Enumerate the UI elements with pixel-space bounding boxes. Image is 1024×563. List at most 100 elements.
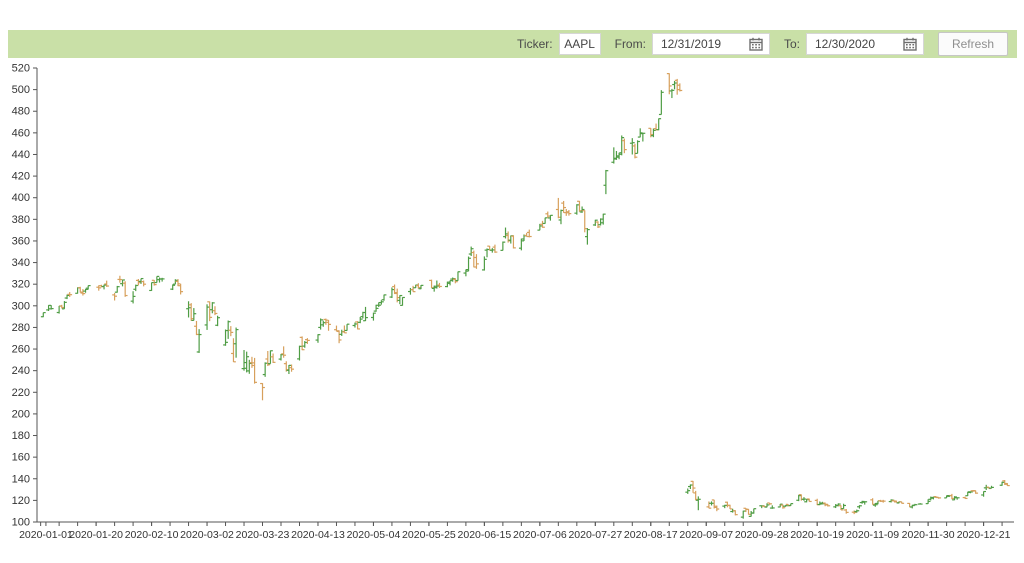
ohlc-bar [466,256,471,272]
ohlc-bar [468,246,474,256]
ohlc-bar [270,353,276,363]
ohlc-bar [67,292,73,297]
ohlc-bar [820,501,825,505]
ohlc-bar [194,320,199,336]
ohlc-bar [804,499,810,503]
ohlc-bar [672,80,677,90]
ohlc-bar [265,350,271,367]
ohlc-bar [231,338,236,363]
svg-text:440: 440 [12,149,30,161]
ohlc-bar [540,220,545,228]
ohlc-bar [141,280,147,287]
ohlc-bar [223,329,228,346]
ohlc-bar [471,250,477,268]
ohlc-bar [437,282,442,288]
ohlc-bar [114,285,120,293]
ohlc-bar [656,118,662,131]
ohlc-bar [611,147,617,164]
ohlc-bar [614,151,619,160]
ohlc-bar [999,481,1005,486]
ohlc-bar [289,364,294,372]
ohlc-bar [872,502,878,507]
ohlc-bar [59,304,65,309]
svg-text:2020-07-27: 2020-07-27 [568,529,622,541]
ohlc-bar [822,502,828,507]
ohlc-bar [925,499,931,505]
svg-text:100: 100 [12,517,30,529]
ohlc-bar [252,357,257,384]
svg-text:2020-01-20: 2020-01-20 [69,529,123,541]
ohlc-bar [545,211,551,219]
ohlc-bar [228,326,234,337]
ohlc-bar [566,210,572,216]
svg-text:460: 460 [12,127,30,139]
ohlc-bar [339,329,345,336]
ohlc-bar [492,244,498,253]
ohlc-bar [928,496,934,501]
toolbar: Ticker: From: To: [8,30,1017,58]
refresh-button[interactable]: Refresh [937,32,1008,56]
ohlc-bar [341,325,347,334]
ohlc-bar [172,279,178,285]
ohlc-bar [669,88,675,99]
ohlc-bar [77,286,83,293]
ohlc-bar [500,241,506,251]
ohlc-bar [133,284,139,292]
ohlc-bar [801,497,807,501]
ohlc-bar [537,223,543,231]
ohlc-bar [598,218,603,226]
ohlc-bar [410,285,416,293]
ohlc-bar [727,504,733,510]
ticker-input[interactable] [558,33,601,55]
svg-text:320: 320 [12,279,30,291]
to-calendar-icon[interactable] [903,37,917,51]
svg-text:380: 380 [12,214,30,226]
ohlc-bar [724,501,730,508]
ohlc-bar [474,254,479,269]
ohlc-bar [577,200,582,212]
ohlc-bar [582,210,588,233]
ohlc-bar [817,501,823,506]
to-date-input[interactable] [805,33,924,55]
ohlc-bar [952,496,957,501]
svg-text:360: 360 [12,235,30,247]
ohlc-bar [434,280,440,289]
ohlc-bar [48,305,54,310]
ohlc-bar [526,229,532,238]
ohlc-bar [888,499,894,503]
ohlc-bar [117,275,123,283]
ohlc-bar [278,353,284,361]
ohlc-bar [452,278,458,284]
ohlc-bar [674,78,680,95]
ohlc-bar [397,294,403,305]
ohlc-bar [130,291,136,304]
ohlc-bar [196,329,202,353]
from-date-input[interactable] [651,33,770,55]
ohlc-bar [767,502,773,505]
ohlc-bar [241,350,247,371]
svg-text:2020-08-17: 2020-08-17 [624,529,678,541]
from-calendar-icon[interactable] [749,37,763,51]
ohlc-bar [658,90,664,116]
ohlc-bar [299,336,305,351]
ohlc-bar [949,493,955,500]
ohlc-bar [870,498,876,505]
ohlc-bar [912,503,918,506]
ohlc-bar [429,279,434,289]
ohlc-bar [677,83,683,92]
ohlc-bar [648,127,654,138]
ohlc-bar [56,305,62,314]
ohlc-bar [378,300,384,305]
ohlc-bar [246,359,252,374]
ohlc-bar [408,287,413,295]
ohlc-bar [262,362,268,377]
ohlc-bar [336,330,342,344]
ohlc-bar [505,231,511,243]
svg-text:480: 480 [12,106,30,118]
svg-text:520: 520 [12,63,30,75]
ohlc-bar [838,505,844,511]
ohlc-bar [260,382,265,401]
ohlc-bar [962,496,968,500]
ohlc-bar [806,498,812,503]
ohlc-bar [484,248,490,258]
